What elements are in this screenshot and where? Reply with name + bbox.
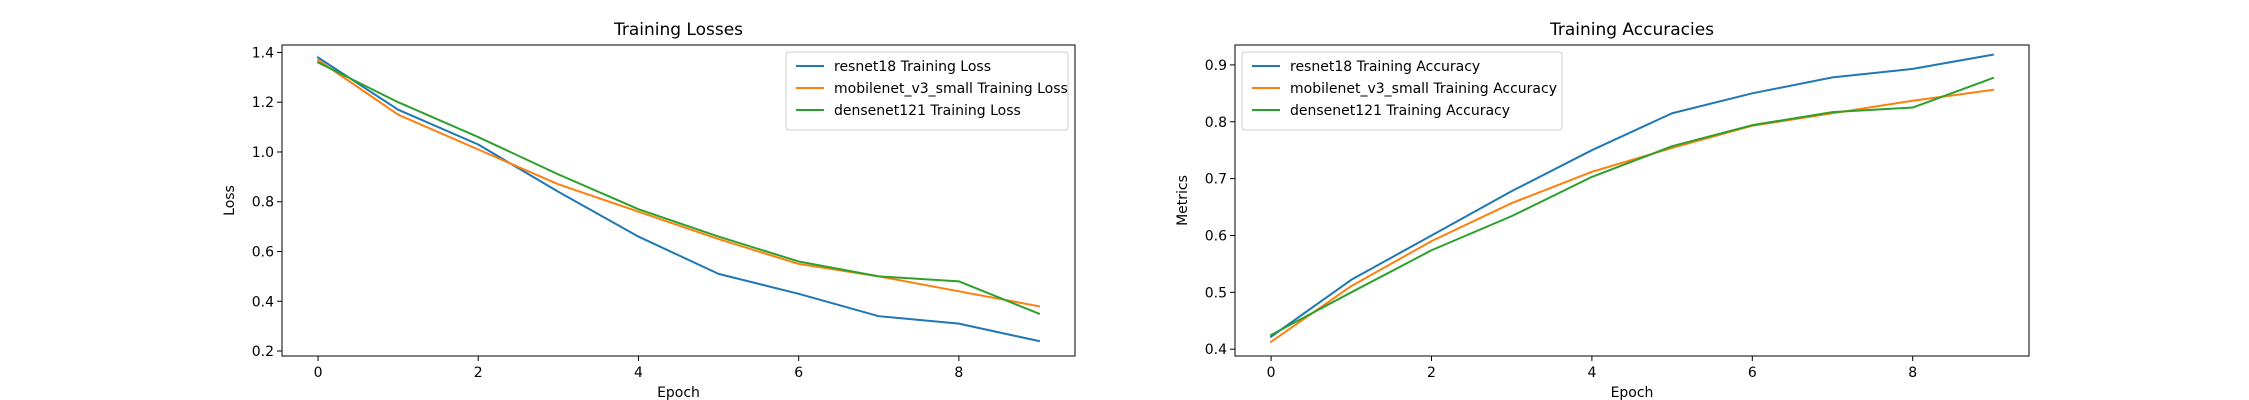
chart-training-accuracies: Training Accuracies 0 2 4 6 8 0.4 0.5 0.6 0.7 0.8 0… <box>1175 20 2030 400</box>
y-tick-label: 0.2 <box>252 344 274 360</box>
y-tick-label: 0.5 <box>1205 285 1227 301</box>
series-line-densenet121-training-loss <box>316 61 1041 316</box>
legend: resnet18 Training Accuracy mobilenet_v3_s… <box>1241 51 1563 131</box>
legend-entry: densenet121 Training Loss <box>834 103 1021 119</box>
x-tick-label: 4 <box>634 365 643 381</box>
y-tick-label: 0.4 <box>252 294 274 310</box>
y-tick-label: 0.8 <box>252 195 274 211</box>
y-tick-label: 0.9 <box>1205 58 1227 74</box>
legend-entry: mobilenet_v3_small Training Accuracy <box>1290 81 1557 97</box>
x-tick-label: 2 <box>1427 365 1436 381</box>
y-tick-label: 0.6 <box>252 245 274 261</box>
chart-training-losses: Training Losses 0 2 4 6 8 0.2 0.4 0.6 0.8 1.0 1.2 1.… <box>222 20 1076 400</box>
y-tick-label: 0.7 <box>1205 172 1227 188</box>
x-axis-label: Epoch <box>1611 385 1654 400</box>
legend-entry: mobilenet_v3_small Training Loss <box>834 81 1068 97</box>
chart-title: Training Accuracies <box>1549 20 1714 40</box>
legend-entry: densenet121 Training Accuracy <box>1290 103 1510 119</box>
legend-box <box>1241 51 1563 131</box>
x-tick-label: 6 <box>1748 365 1757 381</box>
series-line-mobilenet-v3-small-training-loss <box>316 58 1041 308</box>
plot-frame <box>1234 44 2030 357</box>
legend-entry: resnet18 Training Accuracy <box>1290 59 1480 75</box>
x-tick-label: 0 <box>314 365 323 381</box>
x-tick-label: 8 <box>1908 365 1917 381</box>
x-tick-label: 4 <box>1587 365 1596 381</box>
y-tick-label: 1.0 <box>252 145 274 161</box>
legend-entry: resnet18 Training Loss <box>834 59 991 75</box>
legend-box <box>785 51 1069 131</box>
x-axis-label: Epoch <box>657 385 700 400</box>
x-tick-label: 8 <box>954 365 963 381</box>
x-tick-label: 6 <box>794 365 803 381</box>
x-tick-label: 0 <box>1267 365 1276 381</box>
legend: resnet18 Training Loss mobilenet_v3_small… <box>785 51 1069 131</box>
x-tick-label: 2 <box>474 365 483 381</box>
y-tick-label: 0.4 <box>1205 342 1227 358</box>
y-tick-label: 0.8 <box>1205 115 1227 131</box>
y-tick-label: 0.6 <box>1205 228 1227 244</box>
y-tick-label: 1.2 <box>252 95 274 111</box>
series-line-densenet121-training-accuracy <box>1269 76 1995 337</box>
plot-frame <box>281 44 1076 357</box>
chart-title: Training Losses <box>613 20 743 40</box>
y-axis-label: Loss <box>222 185 238 216</box>
series-line-resnet18-training-loss <box>316 56 1041 343</box>
y-axis-label: Metrics <box>1175 175 1191 226</box>
series-line-resnet18-training-accuracy <box>1269 53 1995 339</box>
y-tick-label: 1.4 <box>252 45 274 61</box>
series-line-mobilenet-v3-small-training-accuracy <box>1269 88 1995 344</box>
